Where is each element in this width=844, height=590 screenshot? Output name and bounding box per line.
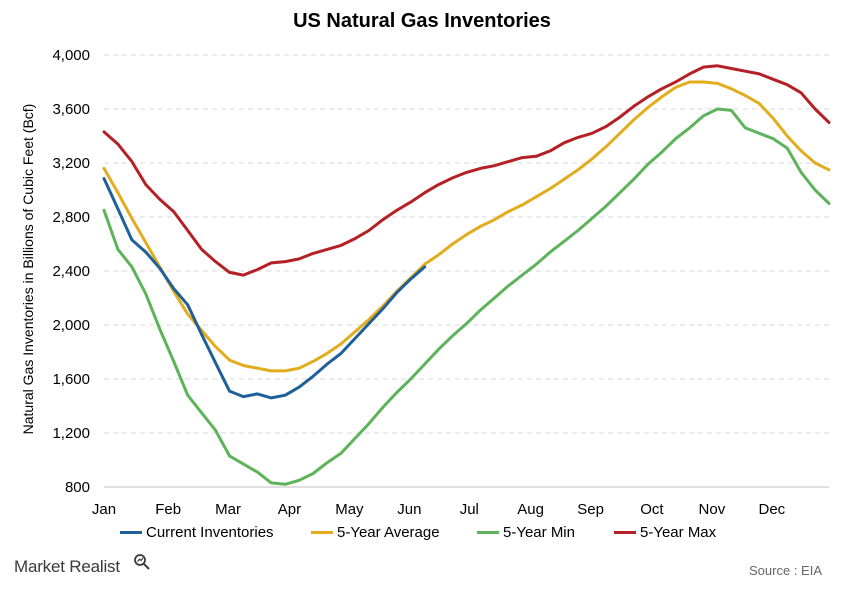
- legend-label: 5-Year Average: [337, 524, 440, 541]
- y-tick-label: 4,000: [52, 47, 90, 64]
- x-tick-label: Jan: [92, 501, 116, 518]
- legend-swatch: [311, 531, 333, 534]
- gridlines: [104, 54, 829, 434]
- source-note: Source : EIA: [749, 563, 822, 578]
- y-tick-label: 1,600: [52, 371, 90, 388]
- x-tick-label: Jun: [397, 501, 421, 518]
- series-line-5-year-average: [102, 80, 831, 373]
- x-tick-label: Dec: [758, 501, 785, 518]
- x-tick-label: Apr: [278, 501, 301, 518]
- y-tick-label: 2,000: [52, 317, 90, 334]
- chart-title: US Natural Gas Inventories: [293, 10, 551, 32]
- x-tick-label: Aug: [517, 501, 544, 518]
- series-line-current-inventories: [102, 177, 427, 400]
- series-line-5-year-min: [102, 107, 831, 486]
- legend-swatch: [614, 531, 636, 534]
- x-tick-label: Jul: [460, 501, 479, 518]
- legend-item: Current Inventories: [120, 524, 274, 541]
- series-lines: [102, 64, 831, 486]
- tick-labels: 800 1,200 1,600 2,000 2,400 2,800 3,200 3,600 4,…: [52, 47, 785, 518]
- y-tick-label: 1,200: [52, 425, 90, 442]
- y-tick-label: 800: [65, 479, 90, 496]
- x-tick-label: May: [335, 501, 364, 518]
- x-tick-label: Oct: [640, 501, 664, 518]
- legend-item: 5-Year Average: [311, 524, 440, 541]
- y-tick-label: 3,200: [52, 155, 90, 172]
- x-tick-label: Nov: [699, 501, 726, 518]
- legend-label: 5-Year Max: [640, 524, 717, 541]
- legend-label: 5-Year Min: [503, 524, 575, 541]
- series-line-5-year-max: [102, 64, 831, 277]
- y-tick-label: 3,600: [52, 101, 90, 118]
- x-tick-label: Feb: [155, 501, 181, 518]
- legend-label: Current Inventories: [146, 524, 274, 541]
- x-tick-label: Sep: [577, 501, 604, 518]
- legend-item: 5-Year Max: [614, 524, 716, 541]
- x-tick-label: Mar: [215, 501, 241, 518]
- y-tick-label: 2,800: [52, 209, 90, 226]
- magnifier-icon: [134, 554, 150, 570]
- legend-swatch: [477, 531, 499, 534]
- brand-logo-text: Market Realist: [14, 557, 120, 576]
- legend-item: 5-Year Min: [477, 524, 575, 541]
- legend-swatch: [120, 531, 142, 534]
- y-tick-label: 2,400: [52, 263, 90, 280]
